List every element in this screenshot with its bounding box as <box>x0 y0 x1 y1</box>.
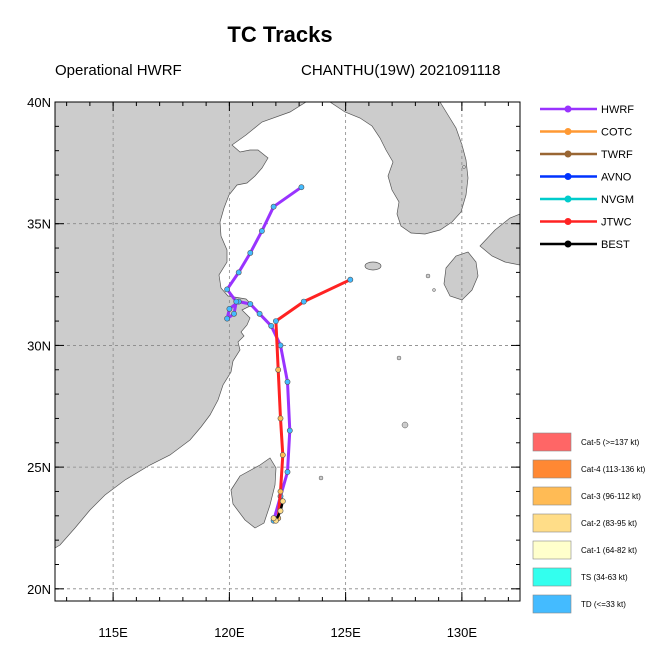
intensity-swatch <box>532 513 572 533</box>
lat-tick-label: 40N <box>27 95 51 110</box>
lon-tick-label: 125E <box>330 625 361 640</box>
lon-tick-label: 120E <box>214 625 245 640</box>
lat-tick-label: 30N <box>27 338 51 353</box>
land-honshu <box>479 213 520 266</box>
intensity-label: Cat-2 (83-95 kt) <box>581 519 637 528</box>
track-point-hwrf <box>231 310 237 317</box>
track-point-hwrf <box>247 301 254 307</box>
track-point-jtwc <box>275 366 282 373</box>
land-islet <box>462 165 466 169</box>
track-point-hwrf <box>268 322 275 329</box>
land-islet <box>432 288 436 292</box>
land-islet <box>318 475 324 481</box>
track-point-hwrf <box>226 305 233 312</box>
land-islet <box>401 421 409 429</box>
legend-label: AVNO <box>601 172 632 184</box>
track-point-hwrf <box>235 269 242 276</box>
model-subtitle: Operational HWRF <box>55 62 182 79</box>
intensity-swatch <box>532 432 572 452</box>
lat-tick-label: 25N <box>27 460 51 475</box>
legend-label: COTC <box>601 127 632 139</box>
track-point-jtwc <box>300 298 307 305</box>
track-point-hwrf <box>258 228 265 234</box>
intensity-swatch <box>532 567 572 587</box>
track-point-hwrf <box>277 342 284 349</box>
track-point-jtwc <box>277 415 284 422</box>
intensity-swatch <box>532 540 572 560</box>
legend-label: BEST <box>601 239 630 251</box>
legend-marker <box>564 105 572 113</box>
lon-tick-label: 115E <box>98 625 128 640</box>
track-point-jtwc <box>277 488 284 495</box>
storm-subtitle: CHANTHU(19W) 2021091118 <box>301 62 501 79</box>
intensity-swatch <box>532 459 572 479</box>
track-point-hwrf <box>224 286 230 293</box>
track-point-hwrf <box>284 378 291 385</box>
lat-tick-label: 35N <box>27 217 51 232</box>
intensity-label: TS (34-63 kt) <box>581 573 628 582</box>
track-point-hwrf <box>298 184 305 191</box>
map-frame <box>54 101 521 602</box>
legend-label: TWRF <box>601 149 633 161</box>
track-point-jtwc <box>347 276 354 283</box>
legend-marker <box>564 240 572 248</box>
track-point-best <box>270 515 277 522</box>
track-point-hwrf <box>286 427 293 434</box>
legend-label: NVGM <box>601 194 634 206</box>
intensity-label: TD (<=33 kt) <box>581 600 626 609</box>
track-point-best <box>277 507 284 514</box>
lon-tick-label: 130E <box>447 625 478 640</box>
legend-marker <box>564 128 572 135</box>
intensity-legend: Cat-5 (>=137 kt) Cat-4 (113-136 kt) Cat-3 … <box>532 432 646 614</box>
track-point-hwrf <box>224 315 230 322</box>
storm-tracks <box>224 184 354 524</box>
track-point-jtwc <box>272 318 279 324</box>
legend-marker <box>564 173 572 180</box>
land-taiwan <box>230 457 277 529</box>
track-line-jtwc <box>274 278 351 519</box>
legend-marker <box>564 218 572 225</box>
track-point-hwrf <box>270 203 277 210</box>
legend-marker <box>564 150 572 158</box>
land-jeju <box>364 261 382 271</box>
map-grid <box>55 102 520 601</box>
track-point-jtwc <box>279 452 286 458</box>
intensity-label: Cat-1 (64-82 kt) <box>581 546 637 555</box>
intensity-label: Cat-3 (96-112 kt) <box>581 492 641 501</box>
track-point-best <box>279 498 286 505</box>
chart-title: TC Tracks <box>227 22 333 47</box>
intensity-swatch <box>532 594 572 614</box>
track-point-hwrf <box>284 469 291 475</box>
map-ticks: 115E 120E 125E 130E 20N 25N 30N 35N 40N <box>27 95 520 640</box>
land-islet <box>396 355 402 361</box>
land-islet <box>425 273 431 279</box>
track-point-hwrf <box>256 310 263 317</box>
track-point-hwrf <box>233 298 240 305</box>
track-legend: HWRF COTC TWRF AVNO NVGM JTWC BEST <box>540 104 634 251</box>
track-line-hwrf <box>225 185 303 522</box>
intensity-swatch <box>532 486 572 506</box>
intensity-label: Cat-4 (113-136 kt) <box>581 465 646 474</box>
intensity-label: Cat-5 (>=137 kt) <box>581 438 640 447</box>
legend-label: JTWC <box>601 217 632 229</box>
legend-label: HWRF <box>601 104 634 116</box>
legend-marker <box>564 195 572 203</box>
track-point-hwrf <box>247 249 254 256</box>
lat-tick-label: 20N <box>27 582 51 597</box>
